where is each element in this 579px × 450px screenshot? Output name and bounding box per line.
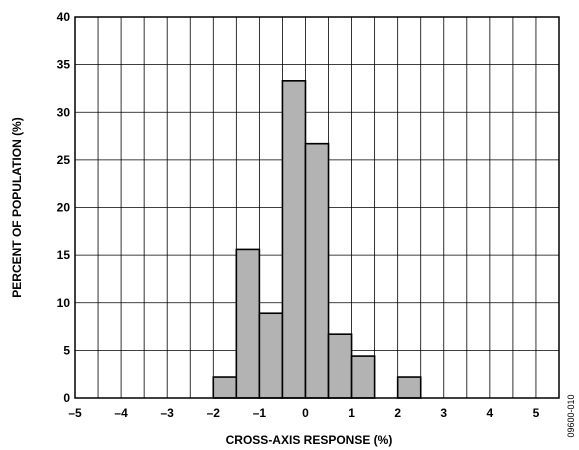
- y-tick-label: 20: [57, 201, 71, 215]
- x-tick-label: 2: [394, 406, 401, 420]
- y-tick-labels: 0 5 10 15 20 25 30 35 40: [57, 10, 71, 405]
- histogram-bar: [350, 355, 376, 399]
- plot-frame: [74, 16, 560, 399]
- bars: [212, 80, 422, 399]
- y-tick-label: 10: [57, 296, 71, 310]
- histogram-bar: [258, 312, 284, 399]
- histogram-bar: [281, 80, 307, 399]
- y-tick-label: 15: [57, 248, 71, 262]
- x-tick-label: –2: [207, 406, 221, 420]
- x-tick-label: 4: [487, 406, 494, 420]
- x-tick-label: 3: [440, 406, 447, 420]
- figure-code: 09600-010: [566, 394, 576, 437]
- y-tick-label: 35: [57, 58, 71, 72]
- histogram-bar: [235, 248, 261, 399]
- x-tick-label: 0: [302, 406, 309, 420]
- x-tick-label: 1: [348, 406, 355, 420]
- histogram-bar: [327, 333, 353, 399]
- y-tick-label: 25: [57, 153, 71, 167]
- x-axis-label: CROSS-AXIS RESPONSE (%): [226, 433, 393, 447]
- x-tick-label: 5: [533, 406, 540, 420]
- x-tick-label: –3: [161, 406, 175, 420]
- histogram-bar: [396, 376, 422, 399]
- x-tick-label: –1: [253, 406, 267, 420]
- x-tick-label: –4: [114, 406, 128, 420]
- y-tick-label: 30: [57, 105, 71, 119]
- histogram-bar: [212, 376, 238, 399]
- x-tick-label: –5: [68, 406, 82, 420]
- y-tick-label: 40: [57, 10, 71, 24]
- x-tick-labels: –5 –4 –3 –2 –1 0 1 2 3 4 5: [68, 406, 539, 420]
- y-tick-label: 5: [63, 343, 70, 357]
- y-axis-label: PERCENT OF POPULATION (%): [10, 117, 24, 297]
- y-tick-label: 0: [63, 391, 70, 405]
- histogram-bar: [304, 142, 330, 399]
